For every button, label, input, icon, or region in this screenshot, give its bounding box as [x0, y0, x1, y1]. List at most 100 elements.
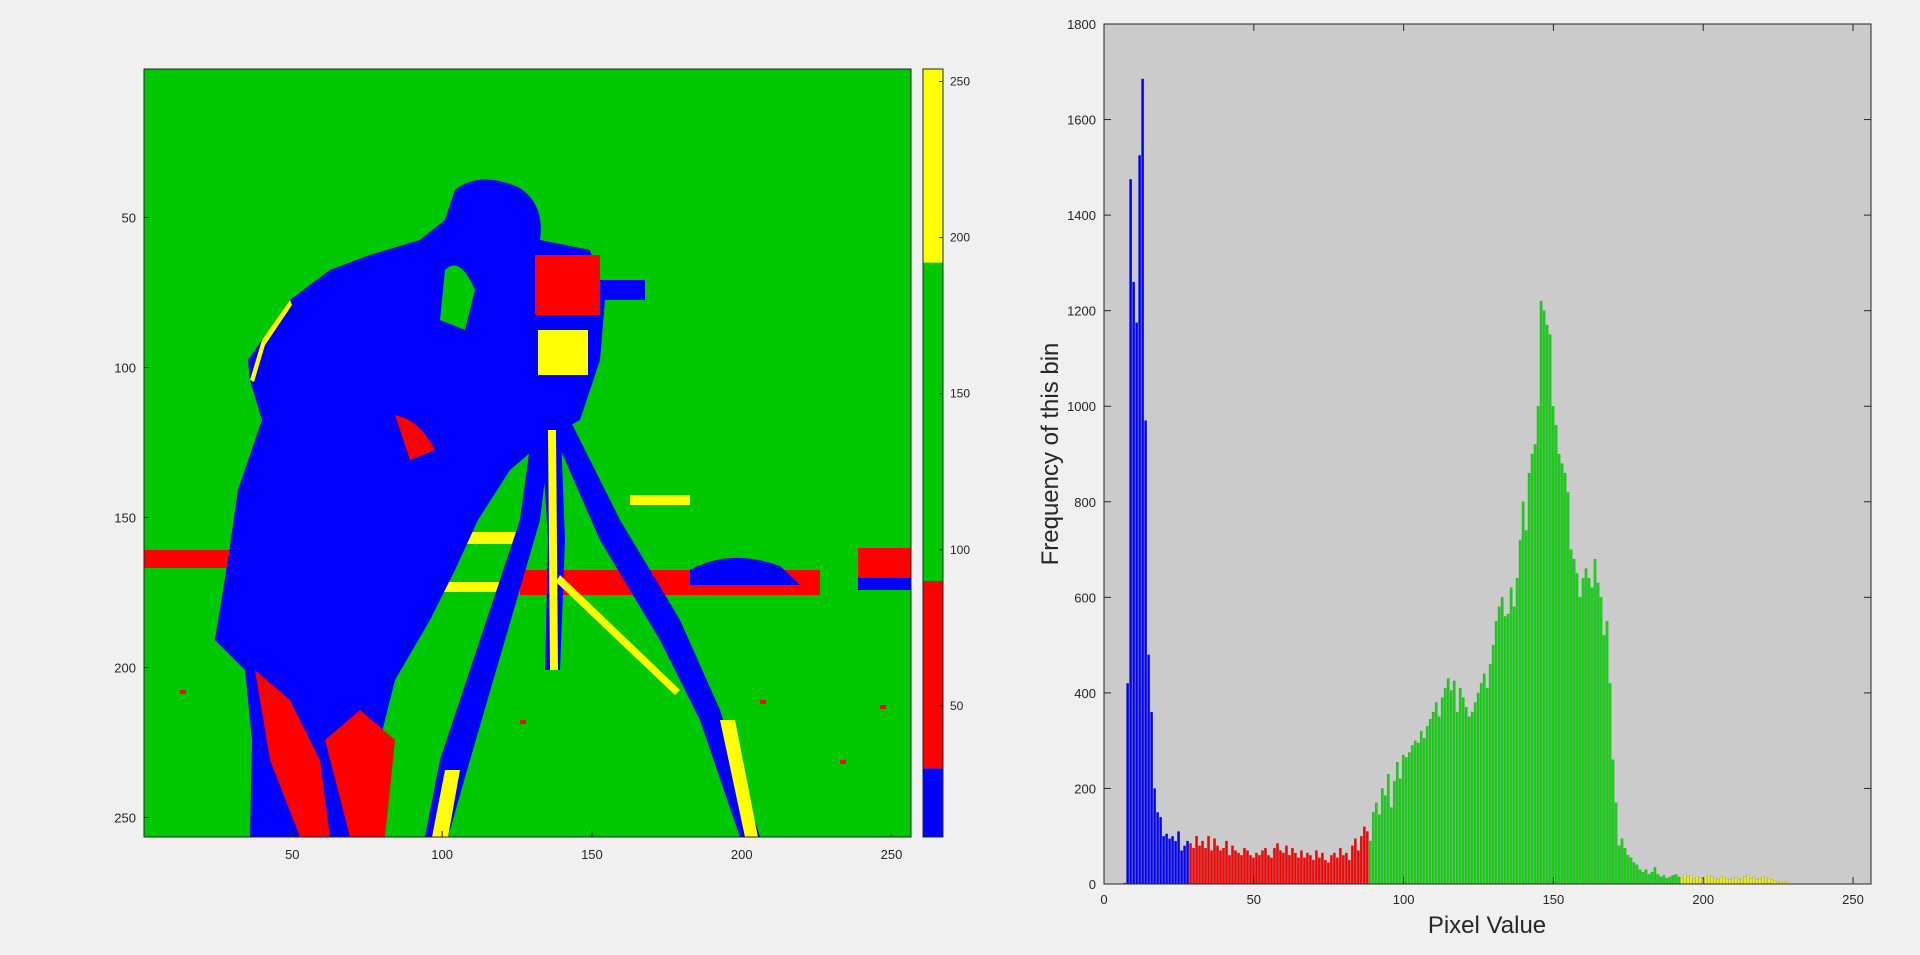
histogram-bar: [1464, 707, 1468, 885]
histogram-bar: [1395, 762, 1399, 885]
histogram-bar: [1428, 719, 1432, 885]
histogram-bar: [1372, 812, 1375, 885]
histogram-bar: [1416, 742, 1420, 885]
histogram-bar: [1623, 848, 1627, 885]
image-building-red-right: [858, 548, 911, 580]
histogram-bar: [1458, 687, 1462, 885]
histogram-bar: [1641, 871, 1645, 885]
histogram-bar: [1138, 155, 1141, 885]
image-camera-yellow: [538, 330, 588, 375]
histogram-bar: [1186, 840, 1189, 885]
y-tick-label: 800: [1074, 495, 1096, 510]
histogram-bar: [1674, 874, 1678, 885]
histogram-bar: [1668, 876, 1672, 885]
histogram-bar: [1192, 848, 1195, 885]
histogram-bar: [1318, 857, 1321, 885]
histogram-bar: [1587, 578, 1591, 885]
histogram-bar: [1605, 621, 1609, 885]
image-legs-red-left: [255, 670, 330, 837]
histogram-bar: [1168, 838, 1171, 885]
histogram-bar: [1725, 878, 1729, 885]
histogram-bar: [1321, 852, 1324, 885]
histogram-bar: [1503, 616, 1507, 885]
histogram-bar: [1255, 852, 1258, 885]
histogram-bar: [1150, 711, 1153, 885]
histogram-bar: [1165, 833, 1168, 885]
histogram-bar: [1228, 855, 1231, 885]
histogram-bar: [1494, 621, 1498, 885]
x-tick-label: 250: [1842, 892, 1864, 907]
image-speckle: [880, 705, 886, 709]
histogram-bar: [1764, 877, 1768, 885]
histogram-bar: [1240, 855, 1243, 885]
histogram-bar: [1243, 848, 1246, 885]
image-legs-red-right: [325, 710, 395, 837]
histogram-bar: [1330, 855, 1333, 885]
histogram-bar: [1282, 852, 1285, 885]
y-tick-label: 1000: [1067, 399, 1096, 414]
histogram-bar: [1440, 697, 1444, 885]
histogram-bar: [1728, 879, 1732, 885]
image-yellow-patch-2: [440, 582, 500, 592]
histogram-bar: [1584, 568, 1588, 885]
histogram-bar: [1773, 880, 1777, 885]
histogram-bar: [1629, 857, 1633, 885]
x-tick-label: 100: [1393, 892, 1415, 907]
image-tripod-yellow-stripe: [548, 430, 558, 670]
histogram-bar: [1704, 876, 1708, 885]
histogram-bar: [1437, 716, 1441, 885]
histogram-bar: [1177, 831, 1180, 885]
colorbar-segment: [923, 768, 943, 837]
x-tick-label: 0: [1100, 892, 1107, 907]
histogram-bar: [1201, 840, 1204, 885]
histogram-bar: [1357, 850, 1360, 885]
image-yellow-patch-3: [630, 495, 690, 505]
histogram-bar: [1222, 848, 1225, 885]
histogram-bar: [1710, 876, 1714, 885]
histogram-bar: [1737, 879, 1741, 885]
histogram-bar: [1560, 463, 1564, 885]
histogram-bar: [1231, 845, 1234, 885]
histogram-bar: [1249, 855, 1252, 885]
x-tick-label: 50: [1247, 892, 1261, 907]
histogram-bar: [1401, 754, 1405, 885]
colorbar-segment: [923, 69, 943, 263]
image-tripod-leg-left: [425, 410, 552, 837]
histogram-bar: [1162, 836, 1165, 885]
y-tick-label: 1400: [1067, 208, 1096, 223]
histogram-bar: [1303, 857, 1306, 885]
histogram-bar: [1383, 795, 1387, 885]
histogram-bar: [1404, 757, 1408, 885]
histogram-bar: [1354, 838, 1357, 885]
histogram-bar: [1455, 711, 1459, 885]
histogram-bar: [1225, 840, 1228, 885]
image-yellow-patch-1: [455, 532, 525, 544]
histogram-bar: [1491, 644, 1495, 885]
histogram-bar: [1515, 578, 1519, 885]
histogram-bar: [1686, 876, 1690, 885]
image-y-tick-label: 200: [114, 661, 136, 676]
histogram-bar: [1581, 578, 1585, 885]
histogram-bar: [1518, 539, 1522, 885]
histogram-bar: [1548, 334, 1552, 885]
y-tick-label: 200: [1074, 781, 1096, 796]
histogram-bar: [1374, 802, 1378, 885]
histogram-bar: [1713, 878, 1717, 885]
histogram-bar: [1767, 878, 1771, 885]
histogram-bar: [1743, 876, 1747, 885]
histogram-bar: [1377, 814, 1381, 885]
image-speckle: [760, 700, 766, 704]
histogram-bar: [1626, 855, 1630, 885]
histogram-bar: [1521, 501, 1525, 885]
colorbar: 50 100 150 200 250: [922, 68, 970, 838]
histogram-bar: [1219, 850, 1222, 885]
histogram-bar: [1653, 867, 1657, 885]
x-axis-label: Pixel Value: [1428, 912, 1546, 939]
colorbar-tick-label: 250: [950, 74, 970, 88]
histogram-bar: [1536, 406, 1540, 885]
x-tick-label: 150: [1543, 892, 1565, 907]
histogram-bar: [1198, 845, 1201, 885]
x-tick-label: 200: [1692, 892, 1714, 907]
histogram-bar: [1380, 788, 1384, 885]
histogram-bar: [1707, 875, 1711, 885]
